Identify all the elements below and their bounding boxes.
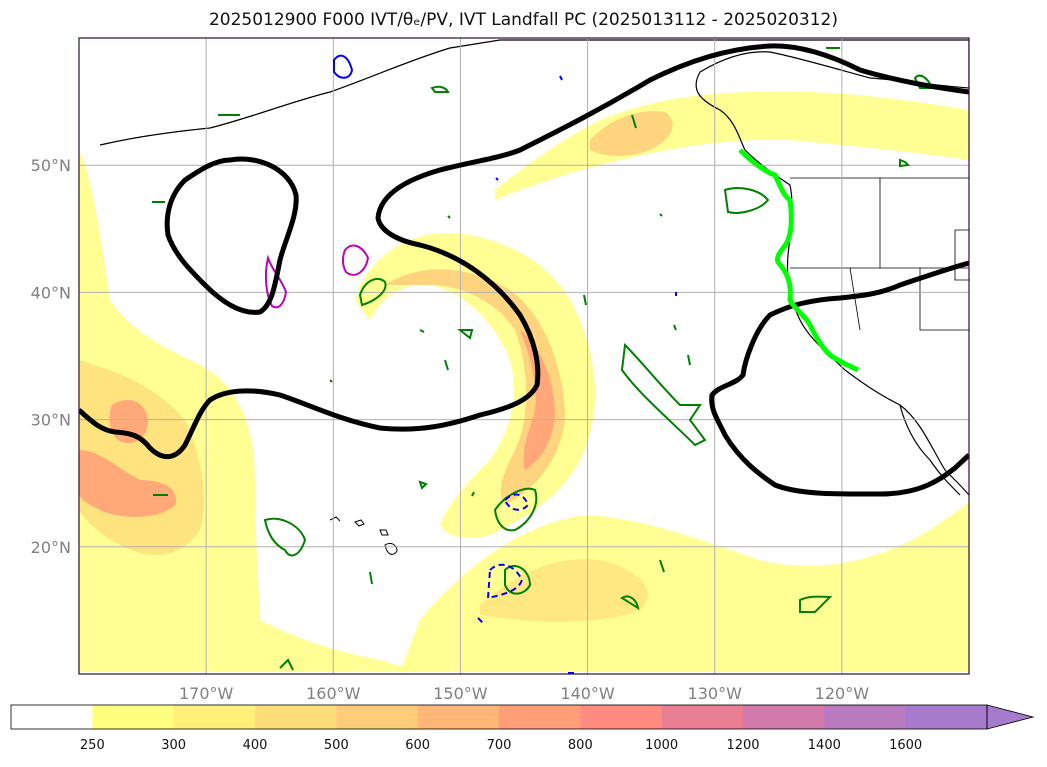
theta-e-contour-loop [164, 156, 299, 315]
ivt-region-south-inner [480, 559, 648, 622]
colorbar-swatch [824, 705, 907, 729]
pv-contour [152, 47, 934, 671]
colorbar-tick-label: 1600 [889, 738, 922, 753]
blue-contour [495, 75, 677, 674]
colorbar: 250 300 400 500 600 700 800 1000 1200 1400 1600 [10, 704, 1035, 753]
blue-contour [333, 54, 354, 79]
ivt-region-central-core [520, 330, 555, 470]
colorbar-frame [10, 704, 988, 730]
landfall-line [738, 148, 860, 373]
state-borders [790, 177, 969, 331]
coastline-west-us [744, 149, 969, 496]
colorbar-swatch [661, 705, 744, 729]
longitude-label: 150°W [433, 684, 488, 703]
longitude-labels: 170°W 160°W 150°W 140°W 130°W 120°W [179, 684, 869, 703]
pv-contour [504, 565, 532, 595]
colorbar-tick-label: 1000 [645, 738, 678, 753]
blue-contour [477, 617, 486, 626]
pv-contours [152, 47, 934, 671]
colorbar-tick-label: 400 [243, 738, 268, 753]
ivt-region-south [400, 500, 969, 672]
colorbar-tick-label: 600 [405, 738, 430, 753]
ivt-region-north-inner [590, 111, 673, 156]
colorbar-tick-label: 300 [161, 738, 186, 753]
ivt-shading [79, 91, 969, 672]
colorbar-tick-label: 1200 [726, 738, 759, 753]
theta-e-contours [79, 43, 969, 497]
pv-contour [723, 187, 770, 214]
colorbar-tick-label: 250 [80, 738, 105, 753]
ivt-region-north [495, 91, 969, 200]
latitude-label: 30°N [31, 411, 71, 430]
longitude-label: 120°W [815, 684, 870, 703]
ivt-region-west-core2 [109, 400, 148, 444]
coastline-baja [899, 404, 961, 496]
longitude-label: 170°W [179, 684, 234, 703]
pv-contour [263, 517, 307, 557]
latitude-label: 20°N [31, 538, 71, 557]
magenta-contour [341, 244, 370, 276]
hawaii-islands [329, 516, 398, 555]
colorbar-swatch [905, 705, 988, 729]
ivt-region-west-core [79, 450, 176, 517]
colorbar-swatch [173, 705, 256, 729]
plot-frame [78, 37, 970, 675]
colorbar-swatch [92, 705, 175, 729]
colorbar-swatch [336, 705, 419, 729]
colorbar-tick-label: 500 [324, 738, 349, 753]
blue-contour [503, 493, 530, 511]
pv-contour [358, 277, 387, 307]
pv-contour [493, 487, 538, 532]
latitude-label: 40°N [31, 283, 71, 302]
colorbar-tick-label: 1400 [808, 738, 841, 753]
colorbar-swatch [255, 705, 337, 729]
colorbar-tick-label: 700 [487, 738, 512, 753]
colorbar-extend-arrow [986, 704, 1035, 730]
graticule [79, 38, 969, 674]
colorbar-swatch [11, 705, 93, 729]
colorbar-swatch [743, 705, 825, 729]
latitude-label: 50°N [31, 156, 71, 175]
colorbar-swatch [499, 705, 581, 729]
longitude-label: 160°W [306, 684, 361, 703]
negative-contours [333, 54, 677, 674]
blue-contour [486, 563, 524, 600]
pv-contour [620, 342, 707, 447]
colorbar-swatch [417, 705, 500, 729]
ivt-region-central-inner [385, 269, 565, 505]
colorbar-tick-label: 800 [568, 738, 593, 753]
longitude-label: 140°W [560, 684, 615, 703]
theta-e-contour-east [709, 260, 969, 497]
theta-e-contour-main [79, 43, 969, 460]
latitude-labels: 20°N 30°N 40°N 50°N [31, 156, 71, 557]
colorbar-swatch [580, 705, 663, 729]
longitude-label: 130°W [688, 684, 743, 703]
map-title: 2025012900 F000 IVT/θₑ/PV, IVT Landfall … [208, 10, 839, 30]
